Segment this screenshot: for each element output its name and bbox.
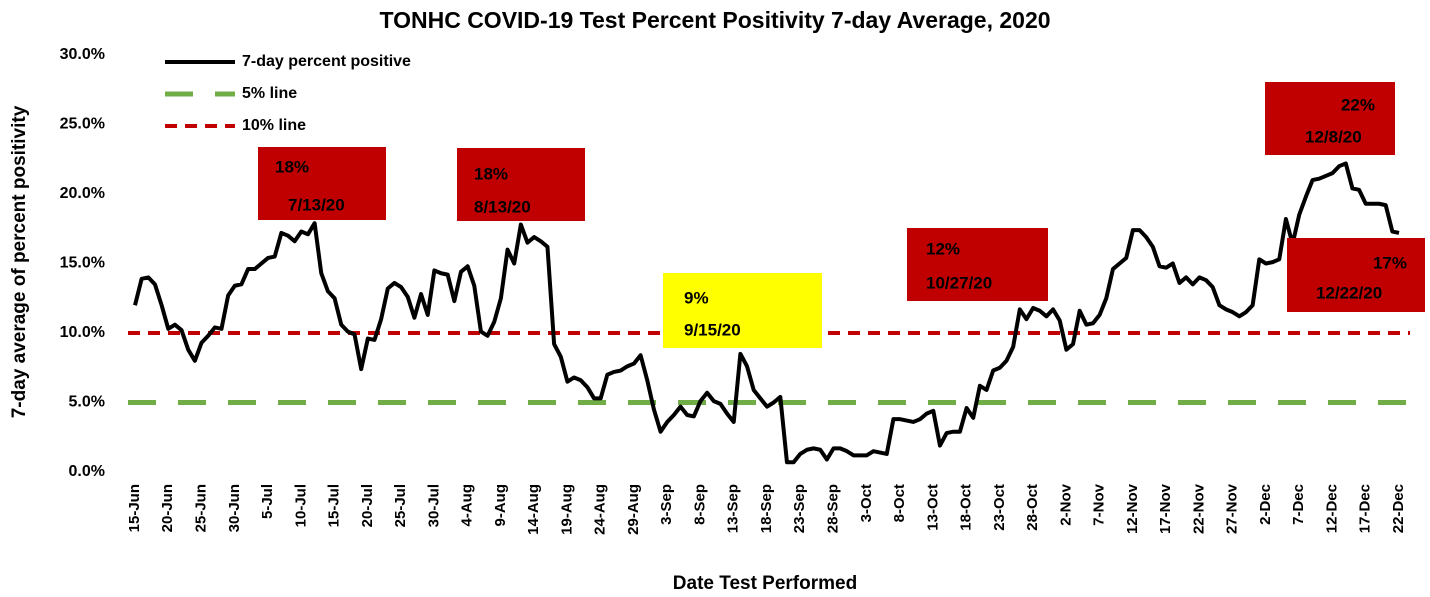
x-tick-label: 4-Aug [459, 484, 476, 527]
x-tick-label: 18-Sep [758, 484, 775, 533]
annotation-text: 12/22/20 [1316, 283, 1382, 302]
x-tick-label: 25-Jun [192, 484, 209, 532]
annotation-text: 18% [275, 157, 309, 176]
annotation-text: 17% [1373, 253, 1407, 272]
y-tick-label: 5.0% [69, 394, 105, 411]
annotation-text: 7/13/20 [288, 195, 345, 214]
x-tick-label: 28-Sep [824, 484, 841, 533]
x-tick-label: 7-Nov [1091, 483, 1108, 525]
y-tick-label: 30.0% [60, 46, 105, 63]
annotation-text: 12/8/20 [1305, 127, 1362, 146]
x-tick-label: 30-Jul [425, 484, 442, 527]
x-tick-label: 28-Oct [1024, 484, 1041, 531]
y-tick-label: 15.0% [60, 255, 105, 272]
y-axis-title: 7-day average of percent positivity [9, 105, 30, 418]
data-line [133, 161, 1400, 465]
annotation-text: 22% [1341, 95, 1375, 114]
annotation-box [663, 273, 822, 348]
x-tick-label: 14-Aug [525, 484, 542, 535]
x-tick-label: 12-Dec [1323, 484, 1340, 533]
annotation-text: 10/27/20 [926, 273, 992, 292]
x-tick-label: 27-Nov [1224, 483, 1241, 534]
x-tick-label: 15-Jul [326, 484, 343, 527]
x-tick-label: 20-Jun [159, 484, 176, 532]
x-tick-label: 23-Oct [991, 484, 1008, 531]
y-tick-label: 25.0% [60, 116, 105, 133]
annotation-text: 8/13/20 [474, 197, 531, 216]
x-tick-label: 20-Jul [359, 484, 376, 527]
x-tick-label: 2-Dec [1257, 484, 1274, 525]
x-tick-label: 3-Sep [658, 484, 675, 525]
x-tick-label: 13-Oct [924, 484, 941, 531]
x-tick-label: 8-Sep [691, 484, 708, 525]
x-tick-label: 2-Nov [1057, 483, 1074, 525]
x-tick-label: 25-Jul [392, 484, 409, 527]
x-tick-label: 10-Jul [292, 484, 309, 527]
y-tick-label: 0.0% [69, 463, 105, 480]
x-axis-title: Date Test Performed [673, 573, 857, 594]
x-tick-label: 30-Jun [226, 484, 243, 532]
x-tick-label: 22-Nov [1190, 483, 1207, 534]
annotation-text: 12% [926, 239, 960, 258]
x-tick-label: 22-Dec [1390, 484, 1407, 533]
x-tick-label: 24-Aug [592, 484, 609, 535]
x-tick-label: 15-Jun [126, 484, 143, 532]
x-tick-label: 9-Aug [492, 484, 509, 527]
x-tick-label: 17-Dec [1357, 484, 1374, 533]
x-tick-label: 13-Sep [725, 484, 742, 533]
annotation-text: 9% [684, 288, 709, 307]
legend-label: 5% line [242, 85, 297, 102]
y-tick-label: 20.0% [60, 185, 105, 202]
legend-label: 10% line [242, 117, 306, 134]
x-tick-label: 17-Nov [1157, 483, 1174, 534]
annotation-box [457, 148, 585, 221]
annotation-box [907, 228, 1048, 301]
annotation-text: 9/15/20 [684, 320, 741, 339]
x-tick-label: 5-Jul [259, 484, 276, 519]
x-tick-label: 8-Oct [891, 484, 908, 522]
annotation-box [1287, 238, 1425, 312]
y-tick-label: 10.0% [60, 324, 105, 341]
x-tick-label: 7-Dec [1290, 484, 1307, 525]
annotation-box [258, 147, 386, 220]
x-tick-label: 29-Aug [625, 484, 642, 535]
x-tick-label: 19-Aug [558, 484, 575, 535]
x-tick-label: 23-Sep [791, 484, 808, 533]
annotation-text: 18% [474, 164, 508, 183]
legend-label: 7-day percent positive [242, 53, 411, 70]
annotation-box [1265, 82, 1395, 155]
x-tick-label: 3-Oct [858, 484, 875, 522]
chart-title: TONHC COVID-19 Test Percent Positivity 7… [379, 7, 1050, 33]
x-tick-label: 12-Nov [1124, 483, 1141, 534]
x-tick-label: 18-Oct [958, 484, 975, 531]
